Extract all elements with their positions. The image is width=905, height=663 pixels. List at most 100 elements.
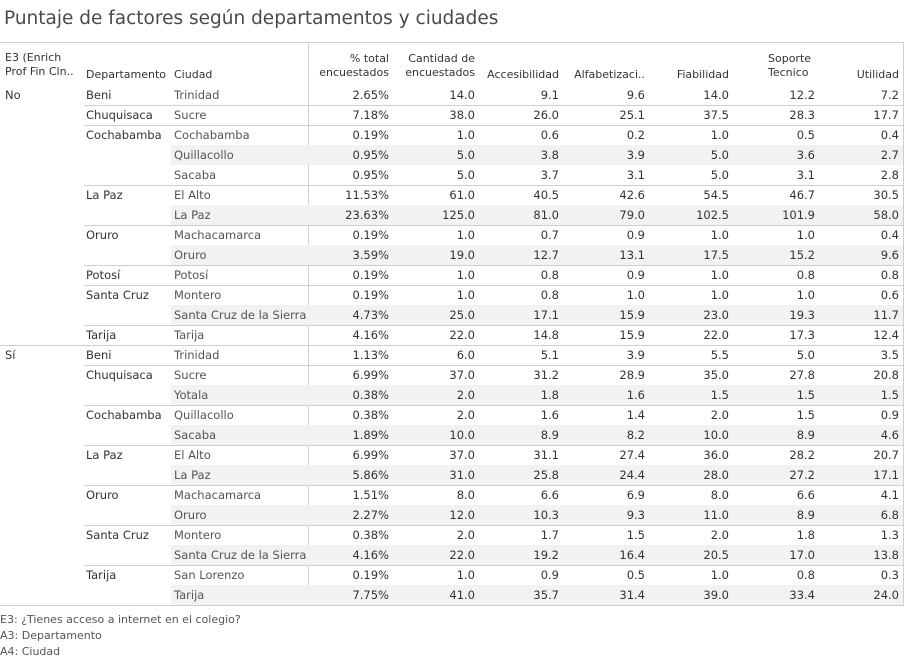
fiabilidad-cell[interactable]: 2.0 [710, 408, 729, 422]
ciudad-cell[interactable]: Sucre [174, 368, 207, 382]
e3-cell[interactable]: No [5, 88, 21, 102]
pct-cell[interactable]: 1.89% [352, 428, 389, 442]
cantidad-cell[interactable]: 1.0 [456, 128, 475, 142]
ciudad-cell[interactable]: Trinidad [174, 348, 220, 362]
soporte-cell[interactable]: 1.8 [796, 528, 815, 542]
cantidad-cell[interactable]: 2.0 [456, 408, 475, 422]
departamento-cell[interactable]: Cochabamba [86, 408, 162, 422]
pct-cell[interactable]: 0.95% [352, 168, 389, 182]
header-accesibilidad[interactable]: Accesibilidad [487, 68, 559, 81]
utilidad-cell[interactable]: 0.6 [880, 288, 899, 302]
fiabilidad-cell[interactable]: 2.0 [710, 528, 729, 542]
soporte-cell[interactable]: 6.6 [796, 488, 815, 502]
ciudad-cell[interactable]: El Alto [174, 188, 211, 202]
soporte-cell[interactable]: 1.0 [796, 228, 815, 242]
cantidad-cell[interactable]: 61.0 [449, 188, 475, 202]
cantidad-cell[interactable]: 31.0 [449, 468, 475, 482]
fiabilidad-cell[interactable]: 1.0 [710, 568, 729, 582]
utilidad-cell[interactable]: 1.3 [880, 528, 899, 542]
alfabetizacion-cell[interactable]: 1.6 [626, 388, 645, 402]
cantidad-cell[interactable]: 1.0 [456, 268, 475, 282]
pct-cell[interactable]: 0.38% [352, 388, 389, 402]
ciudad-cell[interactable]: La Paz [174, 468, 211, 482]
departamento-cell[interactable]: Tarija [86, 568, 117, 582]
alfabetizacion-cell[interactable]: 9.6 [626, 88, 645, 102]
cantidad-cell[interactable]: 5.0 [456, 148, 475, 162]
cantidad-cell[interactable]: 25.0 [449, 308, 475, 322]
soporte-cell[interactable]: 27.8 [789, 368, 815, 382]
alfabetizacion-cell[interactable]: 1.0 [626, 288, 645, 302]
ciudad-cell[interactable]: Potosí [174, 268, 209, 282]
fiabilidad-cell[interactable]: 5.0 [710, 148, 729, 162]
cantidad-cell[interactable]: 12.0 [449, 508, 475, 522]
utilidad-cell[interactable]: 3.5 [880, 348, 899, 362]
soporte-cell[interactable]: 0.8 [796, 268, 815, 282]
pct-cell[interactable]: 4.73% [352, 308, 389, 322]
pct-cell[interactable]: 6.99% [352, 448, 389, 462]
accesibilidad-cell[interactable]: 1.6 [540, 408, 559, 422]
soporte-cell[interactable]: 3.6 [796, 148, 815, 162]
soporte-cell[interactable]: 0.5 [796, 128, 815, 142]
pct-cell[interactable]: 2.27% [352, 508, 389, 522]
utilidad-cell[interactable]: 30.5 [873, 188, 899, 202]
alfabetizacion-cell[interactable]: 0.5 [626, 568, 645, 582]
alfabetizacion-cell[interactable]: 3.1 [626, 168, 645, 182]
alfabetizacion-cell[interactable]: 9.3 [626, 508, 645, 522]
alfabetizacion-cell[interactable]: 8.2 [626, 428, 645, 442]
accesibilidad-cell[interactable]: 1.8 [540, 388, 559, 402]
header-e3-line1[interactable]: E3 (Enrich [5, 51, 62, 64]
soporte-cell[interactable]: 15.2 [789, 248, 815, 262]
alfabetizacion-cell[interactable]: 0.9 [626, 268, 645, 282]
fiabilidad-cell[interactable]: 5.5 [710, 348, 729, 362]
utilidad-cell[interactable]: 20.8 [873, 368, 899, 382]
alfabetizacion-cell[interactable]: 15.9 [619, 328, 645, 342]
accesibilidad-cell[interactable]: 9.1 [540, 88, 559, 102]
ciudad-cell[interactable]: Montero [174, 288, 222, 302]
cantidad-cell[interactable]: 38.0 [449, 108, 475, 122]
ciudad-cell[interactable]: Oruro [174, 248, 207, 262]
accesibilidad-cell[interactable]: 10.3 [533, 508, 559, 522]
fiabilidad-cell[interactable]: 36.0 [703, 448, 729, 462]
utilidad-cell[interactable]: 4.1 [880, 488, 899, 502]
cantidad-cell[interactable]: 37.0 [449, 448, 475, 462]
ciudad-cell[interactable]: Sacaba [174, 428, 217, 442]
accesibilidad-cell[interactable]: 0.6 [540, 128, 559, 142]
fiabilidad-cell[interactable]: 37.5 [703, 108, 729, 122]
accesibilidad-cell[interactable]: 0.9 [540, 568, 559, 582]
utilidad-cell[interactable]: 7.2 [880, 88, 899, 102]
cantidad-cell[interactable]: 22.0 [449, 548, 475, 562]
fiabilidad-cell[interactable]: 102.5 [696, 208, 729, 222]
departamento-cell[interactable]: La Paz [86, 448, 123, 462]
e3-cell[interactable]: Sí [5, 348, 16, 362]
accesibilidad-cell[interactable]: 3.8 [540, 148, 559, 162]
departamento-cell[interactable]: La Paz [86, 188, 123, 202]
pct-cell[interactable]: 0.19% [352, 228, 389, 242]
utilidad-cell[interactable]: 0.8 [880, 268, 899, 282]
pct-cell[interactable]: 0.19% [352, 268, 389, 282]
header-utilidad[interactable]: Utilidad [856, 68, 899, 81]
accesibilidad-cell[interactable]: 14.8 [533, 328, 559, 342]
alfabetizacion-cell[interactable]: 0.9 [626, 228, 645, 242]
header-cantidad-line2[interactable]: encuestados [405, 66, 475, 79]
soporte-cell[interactable]: 17.3 [789, 328, 815, 342]
pct-cell[interactable]: 11.53% [345, 188, 389, 202]
utilidad-cell[interactable]: 4.6 [880, 428, 899, 442]
utilidad-cell[interactable]: 0.9 [880, 408, 899, 422]
alfabetizacion-cell[interactable]: 13.1 [619, 248, 645, 262]
pct-cell[interactable]: 6.99% [352, 368, 389, 382]
ciudad-cell[interactable]: Oruro [174, 508, 207, 522]
alfabetizacion-cell[interactable]: 0.2 [626, 128, 645, 142]
cantidad-cell[interactable]: 2.0 [456, 388, 475, 402]
utilidad-cell[interactable]: 17.1 [873, 468, 899, 482]
alfabetizacion-cell[interactable]: 42.6 [619, 188, 645, 202]
accesibilidad-cell[interactable]: 17.1 [533, 308, 559, 322]
accesibilidad-cell[interactable]: 31.2 [533, 368, 559, 382]
ciudad-cell[interactable]: San Lorenzo [174, 568, 245, 582]
ciudad-cell[interactable]: Quillacollo [174, 148, 234, 162]
ciudad-cell[interactable]: Tarija [174, 588, 205, 602]
soporte-cell[interactable]: 28.2 [789, 448, 815, 462]
fiabilidad-cell[interactable]: 39.0 [703, 588, 729, 602]
alfabetizacion-cell[interactable]: 3.9 [626, 148, 645, 162]
ciudad-cell[interactable]: Yotala [174, 388, 209, 402]
departamento-cell[interactable]: Santa Cruz [86, 288, 149, 302]
